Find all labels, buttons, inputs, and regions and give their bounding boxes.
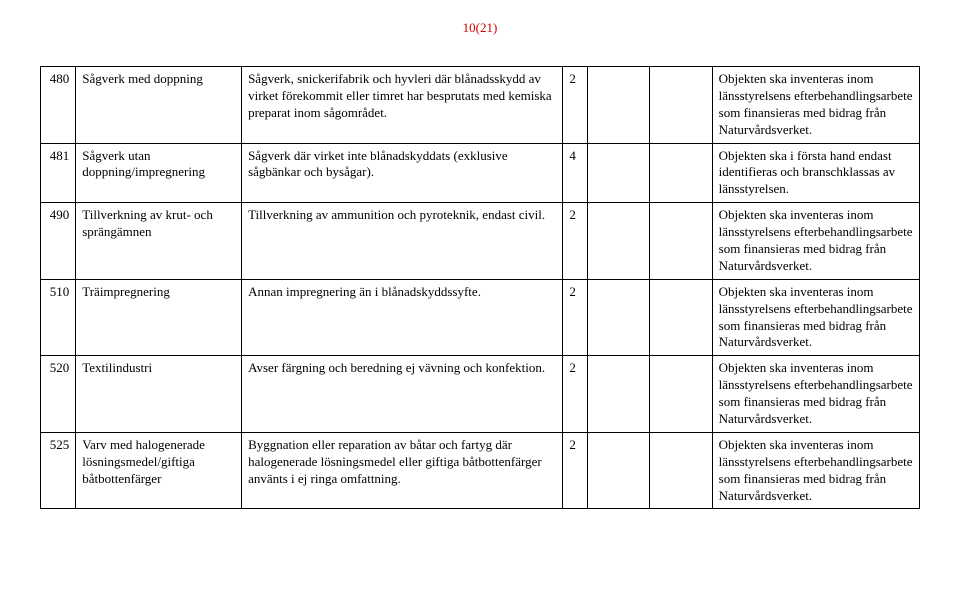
cell-blank1 [588,279,650,356]
cell-note: Objekten ska inventeras inom länsstyrels… [712,356,919,433]
cell-description: Sågverk där virket inte blånadskyddats (… [242,143,563,203]
cell-blank2 [650,432,712,509]
cell-note: Objekten ska inventeras inom länsstyrels… [712,432,919,509]
cell-note: Objekten ska inventeras inom länsstyrels… [712,279,919,356]
cell-description: Annan impregnering än i blånadskyddssyft… [242,279,563,356]
cell-blank2 [650,279,712,356]
page-number: 10(21) [40,20,920,36]
cell-value: 2 [563,203,588,280]
cell-name: Tillverkning av krut- och sprängämnen [76,203,242,280]
cell-blank2 [650,356,712,433]
cell-blank1 [588,203,650,280]
cell-description: Tillverkning av ammunition och pyrotekni… [242,203,563,280]
cell-value: 2 [563,67,588,144]
table-row: 525Varv med halogenerade lösningsmedel/g… [41,432,920,509]
cell-code: 520 [41,356,76,433]
cell-description: Byggnation eller reparation av båtar och… [242,432,563,509]
cell-blank2 [650,143,712,203]
table-row: 520TextilindustriAvser färgning och bere… [41,356,920,433]
cell-name: Träimpregnering [76,279,242,356]
cell-name: Sågverk utan doppning/impregnering [76,143,242,203]
cell-description: Avser färgning och beredning ej vävning … [242,356,563,433]
cell-name: Textilindustri [76,356,242,433]
table-row: 480Sågverk med doppningSågverk, snickeri… [41,67,920,144]
cell-name: Varv med halogenerade lösningsmedel/gift… [76,432,242,509]
cell-value: 2 [563,279,588,356]
cell-description: Sågverk, snickerifabrik och hyvleri där … [242,67,563,144]
cell-code: 481 [41,143,76,203]
data-table: 480Sågverk med doppningSågverk, snickeri… [40,66,920,509]
cell-code: 510 [41,279,76,356]
cell-code: 490 [41,203,76,280]
cell-blank1 [588,356,650,433]
cell-blank1 [588,432,650,509]
table-row: 510TräimpregneringAnnan impregnering än … [41,279,920,356]
table-row: 481Sågverk utan doppning/impregneringSåg… [41,143,920,203]
cell-name: Sågverk med doppning [76,67,242,144]
cell-value: 4 [563,143,588,203]
table-row: 490Tillverkning av krut- och sprängämnen… [41,203,920,280]
cell-code: 480 [41,67,76,144]
cell-blank2 [650,67,712,144]
cell-note: Objekten ska inventeras inom länsstyrels… [712,203,919,280]
cell-note: Objekten ska i första hand endast identi… [712,143,919,203]
cell-value: 2 [563,356,588,433]
cell-value: 2 [563,432,588,509]
table-body: 480Sågverk med doppningSågverk, snickeri… [41,67,920,509]
cell-blank1 [588,67,650,144]
cell-blank1 [588,143,650,203]
cell-note: Objekten ska inventeras inom länsstyrels… [712,67,919,144]
cell-blank2 [650,203,712,280]
cell-code: 525 [41,432,76,509]
